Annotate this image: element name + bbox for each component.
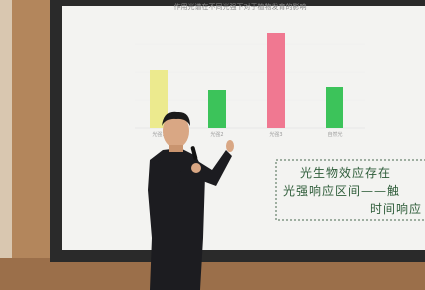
bar (267, 33, 285, 128)
bar (208, 90, 226, 128)
lower-wall (0, 258, 425, 290)
category-label: 自然光 (327, 131, 342, 138)
callout-line: 光生物效应存在 (300, 165, 391, 180)
category-label: 光强3 (269, 131, 282, 138)
slide-title: 作用光谱在不同光强下对于植物发育的影响 (174, 2, 307, 11)
wood-panel (12, 0, 52, 290)
callout-line: 时间响应 (370, 201, 422, 216)
category-label: 光强2 (210, 131, 223, 138)
callout-line: 光强响应区间——触 (283, 183, 400, 198)
photo: 作用光谱在不同光强下对于植物发育的影响 光强1 光强2 光强3 自然光 光生物效… (0, 0, 425, 290)
neck (169, 145, 183, 152)
hand (226, 140, 234, 152)
wall-edge (0, 0, 12, 290)
hand (191, 163, 201, 173)
bar (326, 87, 343, 128)
